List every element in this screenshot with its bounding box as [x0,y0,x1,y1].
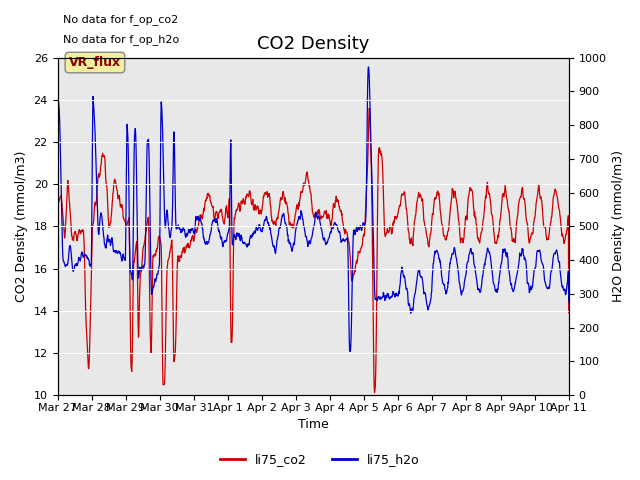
li75_h2o [520,253,528,259]
li75_co2 [267,203,275,208]
li75_co2 [54,392,61,398]
li75_h2o [54,241,61,247]
li75_h2o [267,228,275,234]
li75_h2o [346,348,353,354]
Y-axis label: CO2 Density (mmol/m3): CO2 Density (mmol/m3) [15,151,28,302]
li75_h2o [254,226,262,231]
Line: li75_co2: li75_co2 [58,108,569,395]
li75_h2o [166,234,174,240]
Line: li75_h2o: li75_h2o [58,67,569,351]
li75_h2o [476,289,484,295]
li75_co2 [476,240,483,246]
Y-axis label: H2O Density (mmol/m3): H2O Density (mmol/m3) [612,150,625,302]
li75_co2 [254,205,262,211]
Text: No data for f_op_co2: No data for f_op_co2 [63,14,178,24]
li75_h2o [392,293,399,299]
li75_h2o [365,64,372,70]
li75_co2 [392,214,399,219]
li75_co2 [520,196,527,202]
li75_co2 [565,310,573,316]
Text: No data for f_op_h2o: No data for f_op_h2o [63,34,179,45]
Text: VR_flux: VR_flux [69,56,121,69]
li75_co2 [166,246,174,252]
li75_h2o [565,298,573,304]
Title: CO2 Density: CO2 Density [257,35,369,53]
Legend: li75_co2, li75_h2o: li75_co2, li75_h2o [215,448,425,471]
li75_co2 [365,106,373,111]
X-axis label: Time: Time [298,419,328,432]
